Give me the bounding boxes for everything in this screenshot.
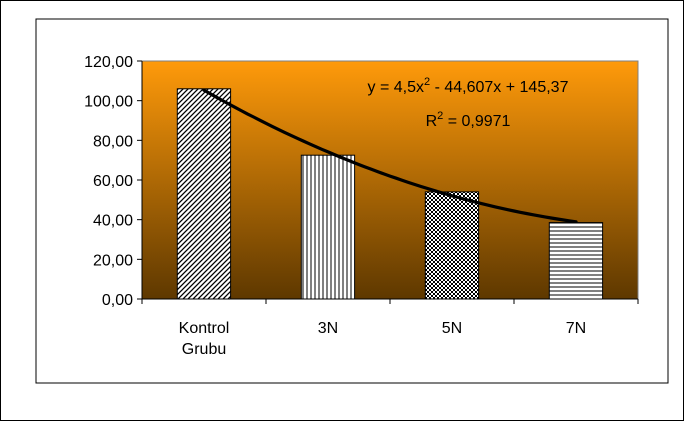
trendline <box>202 88 578 224</box>
chart-area-border <box>35 18 669 384</box>
r-squared-value: R2 = 0,9971 <box>426 110 511 130</box>
y-tick-label: 120,00 <box>84 54 133 71</box>
y-ticks: 0,00 20,00 40,00 60,00 80,00 100,00 120,00 <box>84 54 142 309</box>
y-tick-label: 0,00 <box>102 292 133 309</box>
bar-1 <box>300 154 356 300</box>
trendline-equation: y = 4,5x2 - 44,607x + 145,37 <box>368 76 569 96</box>
bar-0 <box>176 88 232 300</box>
y-tick-label: 100,00 <box>84 94 133 111</box>
y-tick-label: 20,00 <box>93 252 133 269</box>
bar-2 <box>424 191 480 300</box>
x-tick-label: Kontrol Grubu <box>179 320 230 358</box>
bar-3 <box>548 222 604 300</box>
x-tick-labels: Kontrol Grubu 3N 5N 7N <box>179 320 587 358</box>
y-tick-label: 80,00 <box>93 133 133 150</box>
y-tick-label: 60,00 <box>93 173 133 190</box>
x-tick-label: 5N <box>442 320 462 337</box>
x-tick-label: 7N <box>566 320 586 337</box>
x-tick-label: 3N <box>318 320 338 337</box>
y-tick-label: 40,00 <box>93 213 133 230</box>
